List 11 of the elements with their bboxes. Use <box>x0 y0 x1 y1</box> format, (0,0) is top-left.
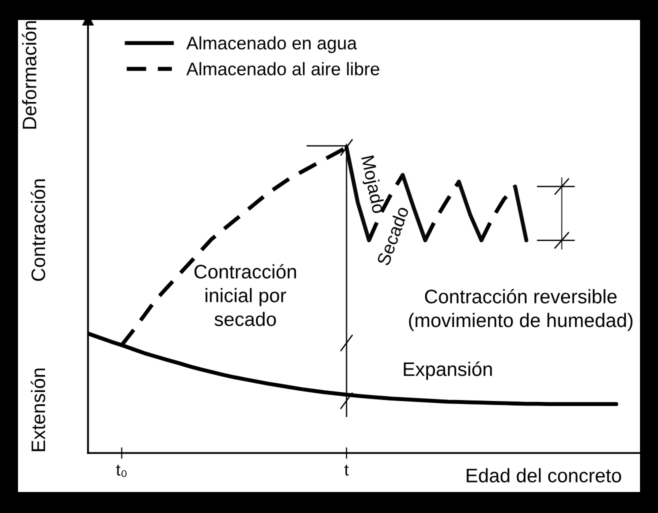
text: Contracción <box>30 179 46 281</box>
x-axis-title: Edad del concreto <box>466 468 622 482</box>
annotation: Contracción inicial por secado <box>194 264 296 326</box>
annotation: Expansión <box>404 362 492 380</box>
x-tick-label: t₀ <box>116 464 127 478</box>
annotation: Contracción reversible (movimiento de humedad) <box>409 288 632 332</box>
text: Extensión <box>30 368 46 452</box>
x-tick-label: t <box>344 464 349 476</box>
y-axis-title: Deformación <box>22 21 36 129</box>
legend-label: Almacenado al aire libre <box>186 62 380 76</box>
legend-label: Almacenado en agua <box>186 36 357 54</box>
